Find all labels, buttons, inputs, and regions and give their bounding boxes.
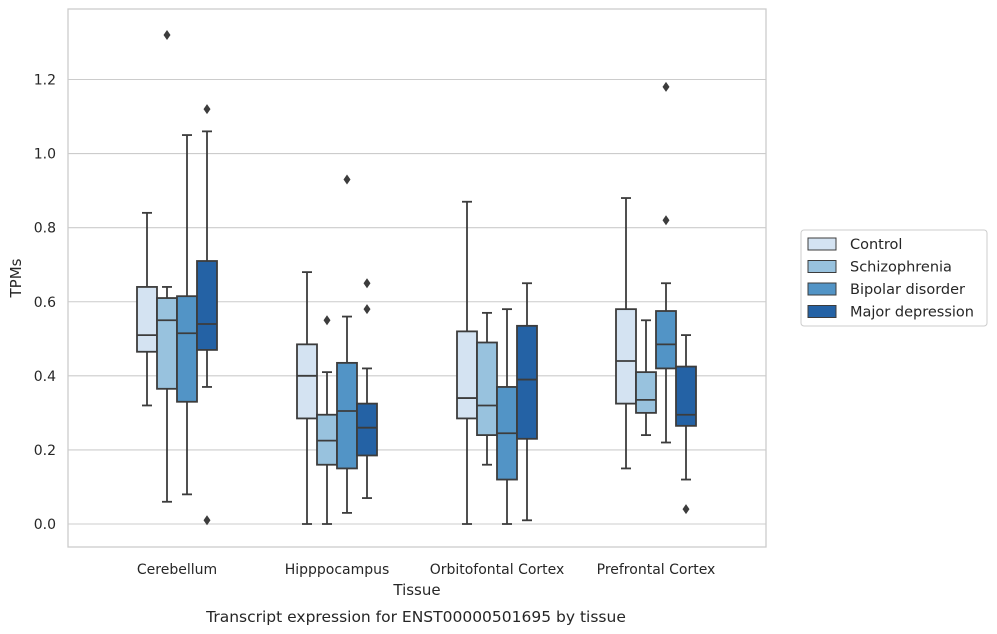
iqr-box: [156, 297, 178, 390]
iqr-box: [456, 330, 478, 420]
x-tick-label: Hipppocampus: [285, 562, 390, 578]
outlier-marker: [363, 278, 371, 289]
box-1-3: [635, 319, 657, 437]
legend-label: Bipolar disorder: [850, 282, 965, 298]
x-tick-label: Prefrontal Cortex: [597, 562, 716, 578]
legend-swatch: [807, 282, 837, 296]
y-tick-labels: 0.0 0.2 0.4 0.6 0.8 1.0 1.2: [34, 73, 56, 534]
y-tick-label: 1.2: [34, 73, 56, 89]
box-1-1: [316, 315, 338, 525]
iqr-box: [136, 286, 158, 353]
y-tick-label: 0.2: [34, 443, 56, 459]
box-2-0: [176, 134, 198, 496]
iqr-box: [615, 308, 637, 405]
x-tick-label: Cerebellum: [137, 562, 217, 578]
iqr-box: [655, 310, 677, 370]
y-tick-label: 0.0: [34, 517, 56, 533]
legend-label: Control: [850, 237, 902, 253]
box-2-1: [336, 174, 358, 514]
iqr-box: [196, 260, 218, 351]
x-tick-label: Orbitofontal Cortex: [430, 562, 565, 578]
legend-label: Major depression: [850, 305, 974, 321]
outlier-marker: [363, 304, 371, 315]
y-tick-label: 0.8: [34, 221, 56, 237]
box-1-2: [476, 311, 498, 466]
iqr-box: [476, 341, 498, 436]
outlier-marker: [682, 504, 690, 515]
outlier-marker: [323, 315, 331, 326]
iqr-box: [356, 402, 378, 457]
box-series: [136, 30, 697, 526]
box-2-3: [655, 81, 677, 444]
y-tick-label: 0.6: [34, 295, 56, 311]
box-3-3: [675, 334, 697, 515]
iqr-box: [675, 365, 697, 427]
iqr-box: [176, 295, 198, 403]
box-0-1: [296, 271, 318, 525]
box-3-1: [356, 278, 378, 499]
outlier-marker: [163, 30, 171, 41]
legend-swatch: [807, 260, 837, 273]
legend-swatch: [807, 305, 837, 318]
y-tick-label: 0.4: [34, 369, 56, 385]
iqr-box: [316, 413, 338, 466]
chart-caption: Transcript expression for ENST0000050169…: [205, 608, 626, 626]
box-0-2: [456, 200, 478, 525]
outlier-marker: [343, 174, 351, 185]
iqr-box: [516, 324, 538, 440]
outlier-marker: [203, 104, 211, 115]
outlier-marker: [662, 215, 670, 226]
iqr-box: [635, 371, 657, 414]
outlier-marker: [203, 515, 211, 526]
x-axis-label: Tissue: [392, 581, 440, 599]
box-0-3: [615, 197, 637, 470]
legend: Control Schizophrenia Bipolar disorder Majo…: [800, 229, 988, 327]
box-3-2: [516, 282, 538, 522]
iqr-box: [296, 343, 318, 420]
iqr-box: [336, 361, 358, 470]
legend-label: Schizophrenia: [850, 260, 952, 276]
x-tick-labels: Cerebellum Hipppocampus Orbitofontal Corte…: [137, 562, 715, 578]
legend-box: [800, 229, 988, 327]
box-3-0: [196, 104, 218, 526]
plot-frame: [67, 8, 767, 548]
y-tick-label: 1.0: [34, 147, 56, 163]
y-axis-label: TPMs: [7, 258, 25, 298]
outlier-marker: [662, 81, 670, 92]
legend-swatch: [807, 237, 837, 251]
plot-background: [68, 9, 766, 547]
